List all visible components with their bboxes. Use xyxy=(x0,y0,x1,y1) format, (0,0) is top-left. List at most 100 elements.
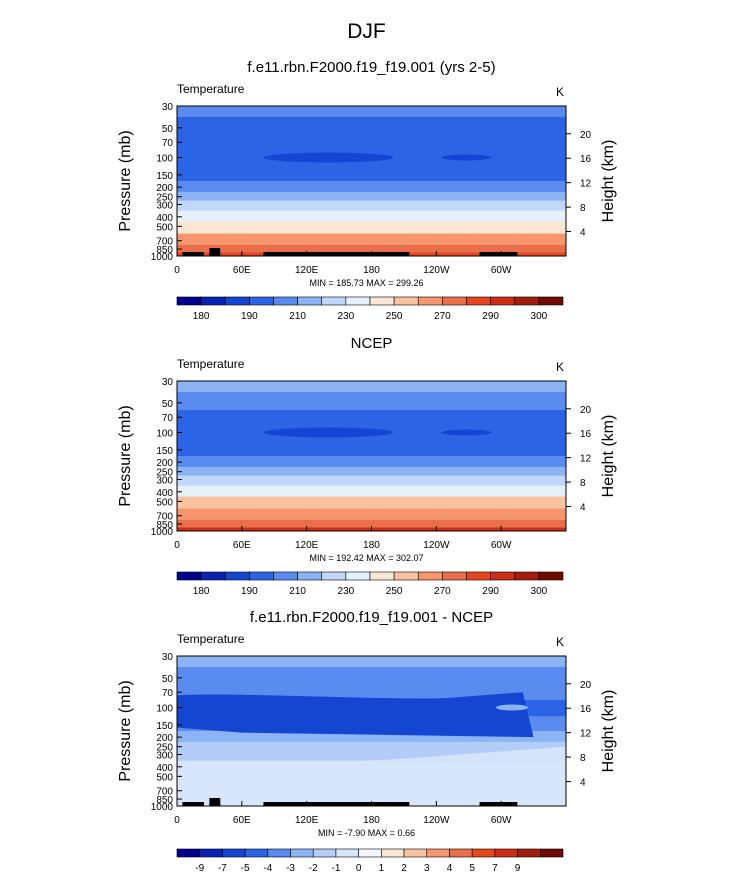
colorbar-label: -4 xyxy=(263,863,272,874)
y-tick-label: 500 xyxy=(156,497,173,508)
colorbar-label: 270 xyxy=(434,586,451,597)
colorbar-swatch xyxy=(176,848,201,858)
colorbar-swatch xyxy=(267,848,291,858)
contour-band xyxy=(177,391,566,411)
colorbar-label: 250 xyxy=(386,586,403,597)
min-max-label: MIN = 185.73 MAX = 299.26 xyxy=(309,278,423,288)
panel-left-label: Temperature xyxy=(177,632,245,646)
colorbar-swatch xyxy=(539,848,564,858)
colorbar-swatch xyxy=(321,296,347,306)
colorbar-label: 0 xyxy=(356,863,362,874)
colorbar-label: 230 xyxy=(338,311,355,322)
colorbar-swatch xyxy=(369,571,395,581)
colorbar-swatch xyxy=(490,571,516,581)
y-tick-label: 150 xyxy=(156,171,173,182)
y-tick-label: 100 xyxy=(156,154,173,165)
colorbar-label: 9 xyxy=(515,863,521,874)
topography-mask xyxy=(479,802,518,806)
colorbar-swatch xyxy=(200,571,226,581)
panel-title: f.e11.rbn.F2000.f19_f19.001 - NCEP xyxy=(250,609,493,626)
y-tick-label: 1000 xyxy=(151,802,174,813)
contour-band xyxy=(177,750,566,762)
contour-band xyxy=(177,200,566,212)
min-max-label: MIN = -7.90 MAX = 0.66 xyxy=(318,828,415,838)
height-tick-label: 4 xyxy=(580,228,586,239)
colorbar-label: -3 xyxy=(286,863,295,874)
x-tick-label: 60E xyxy=(233,265,251,276)
y-axis-title: Pressure (mb) xyxy=(117,680,134,781)
colorbar-swatch xyxy=(490,296,516,306)
contour-band xyxy=(177,410,566,426)
colorbar-label: 230 xyxy=(338,586,355,597)
y-tick-label: 250 xyxy=(156,743,173,754)
height-tick-label: 4 xyxy=(580,778,586,789)
colorbar-label: 210 xyxy=(289,311,306,322)
y-tick-label: 1000 xyxy=(151,527,174,538)
contour-band xyxy=(177,221,566,235)
y-tick-label: 200 xyxy=(156,733,173,744)
colorbar-swatch xyxy=(176,571,202,581)
colorbar-label: 300 xyxy=(531,586,548,597)
colorbar-swatch xyxy=(514,296,540,306)
page-title: DJF xyxy=(347,20,386,43)
height-tick-label: 4 xyxy=(580,503,586,514)
y-tick-label: 100 xyxy=(156,704,173,715)
colorbar-label: -7 xyxy=(218,863,227,874)
colorbar-swatch xyxy=(514,571,540,581)
colorbar-swatch xyxy=(417,571,443,581)
contour-band xyxy=(177,441,566,457)
x-tick-label: 120E xyxy=(295,540,319,551)
contour-band xyxy=(177,106,566,118)
colorbar-swatch xyxy=(335,848,359,858)
colorbar-swatch xyxy=(449,848,473,858)
colorbar-label: 4 xyxy=(447,863,453,874)
diff-lower-region xyxy=(177,746,566,806)
colorbar-label: 290 xyxy=(482,311,499,322)
x-tick-label: 0 xyxy=(174,815,180,826)
y-tick-label: 30 xyxy=(162,652,174,663)
contour-band xyxy=(177,508,566,521)
y-tick-label: 70 xyxy=(162,413,174,424)
contour-band xyxy=(177,485,566,498)
colorbar-swatch xyxy=(290,848,314,858)
height-tick-label: 20 xyxy=(580,130,592,141)
x-tick-label: 180 xyxy=(363,265,380,276)
y-tick-label: 700 xyxy=(156,237,173,248)
topography-mask xyxy=(209,798,221,806)
y-tick-label: 300 xyxy=(156,750,173,761)
colorbar-swatch xyxy=(297,296,323,306)
contour-band xyxy=(177,116,566,136)
y-tick-label: 70 xyxy=(162,138,174,149)
colorbar-swatch xyxy=(442,571,467,581)
x-tick-label: 60W xyxy=(491,815,512,826)
colorbar-label: 2 xyxy=(401,863,407,874)
topography-mask xyxy=(263,252,410,256)
colorbar-swatch xyxy=(393,296,419,306)
y-tick-label: 400 xyxy=(156,763,173,774)
contour-band xyxy=(177,381,566,393)
y-tick-label: 70 xyxy=(162,688,174,699)
colorbar-label: 180 xyxy=(193,311,210,322)
colorbar-swatch xyxy=(538,571,564,581)
x-tick-label: 180 xyxy=(363,815,380,826)
colorbar-label: 1 xyxy=(379,863,385,874)
y-tick-label: 30 xyxy=(162,102,174,113)
contour-band xyxy=(177,233,566,246)
x-tick-label: 60E xyxy=(233,540,251,551)
panel-right-label: K xyxy=(556,635,564,649)
x-tick-label: 0 xyxy=(174,540,180,551)
y-tick-label: 850 xyxy=(156,795,173,806)
colorbar-label: 210 xyxy=(289,586,306,597)
y-tick-label: 500 xyxy=(156,772,173,783)
y-tick-label: 850 xyxy=(156,245,173,256)
colorbar-label: -2 xyxy=(309,863,318,874)
colorbar-label: 250 xyxy=(386,311,403,322)
colorbar-label: 3 xyxy=(424,863,430,874)
colorbar-label: 7 xyxy=(492,863,498,874)
y-tick-label: 50 xyxy=(162,124,174,135)
x-tick-label: 120E xyxy=(295,815,319,826)
topography-mask xyxy=(479,252,518,256)
y-tick-label: 150 xyxy=(156,446,173,457)
